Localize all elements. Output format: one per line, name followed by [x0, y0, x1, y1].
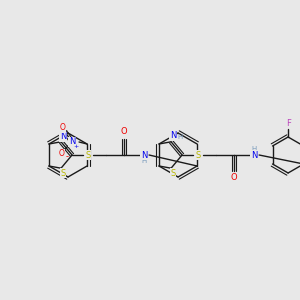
Text: O: O	[231, 173, 237, 182]
Text: F: F	[286, 118, 290, 127]
Text: H: H	[251, 146, 257, 152]
Text: H: H	[178, 134, 183, 140]
Text: H: H	[141, 158, 147, 164]
Text: N: N	[170, 131, 176, 140]
Text: S: S	[170, 169, 176, 178]
Text: +: +	[74, 145, 79, 149]
Text: -: -	[66, 152, 69, 161]
Text: S: S	[60, 169, 66, 178]
Text: N: N	[141, 151, 147, 160]
Text: N: N	[60, 132, 66, 141]
Text: N: N	[251, 151, 257, 160]
Text: S: S	[85, 151, 91, 160]
Text: O: O	[59, 149, 65, 158]
Text: O: O	[60, 124, 66, 133]
Text: N: N	[69, 137, 75, 146]
Text: S: S	[196, 151, 201, 160]
Text: O: O	[121, 128, 128, 136]
